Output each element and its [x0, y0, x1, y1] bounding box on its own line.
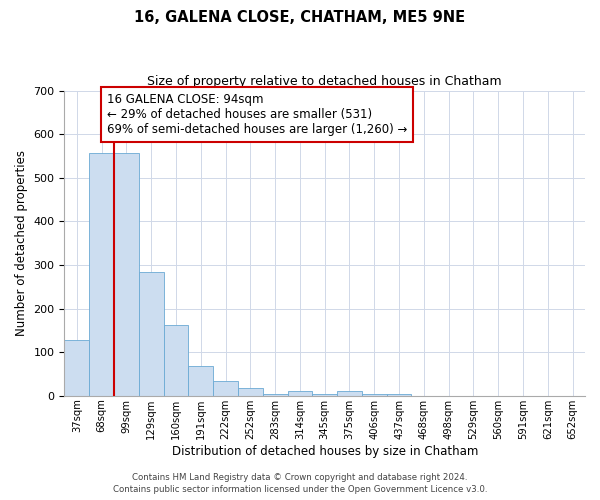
Bar: [386, 394, 412, 396]
Bar: [263, 394, 287, 396]
Bar: [89, 154, 114, 396]
Bar: [139, 272, 164, 396]
Text: 16 GALENA CLOSE: 94sqm
← 29% of detached houses are smaller (531)
69% of semi-de: 16 GALENA CLOSE: 94sqm ← 29% of detached…: [107, 92, 407, 136]
Bar: [188, 366, 213, 396]
Text: Contains public sector information licensed under the Open Government Licence v3: Contains public sector information licen…: [113, 485, 487, 494]
Bar: [287, 392, 313, 396]
Bar: [313, 394, 337, 396]
Bar: [114, 154, 139, 396]
Text: 16, GALENA CLOSE, CHATHAM, ME5 9NE: 16, GALENA CLOSE, CHATHAM, ME5 9NE: [134, 10, 466, 25]
Y-axis label: Number of detached properties: Number of detached properties: [15, 150, 28, 336]
Bar: [164, 324, 188, 396]
Bar: [213, 382, 238, 396]
Bar: [238, 388, 263, 396]
Title: Size of property relative to detached houses in Chatham: Size of property relative to detached ho…: [148, 75, 502, 88]
Text: Contains HM Land Registry data © Crown copyright and database right 2024.: Contains HM Land Registry data © Crown c…: [132, 474, 468, 482]
Bar: [362, 394, 386, 396]
Bar: [64, 340, 89, 396]
X-axis label: Distribution of detached houses by size in Chatham: Distribution of detached houses by size …: [172, 444, 478, 458]
Bar: [337, 392, 362, 396]
